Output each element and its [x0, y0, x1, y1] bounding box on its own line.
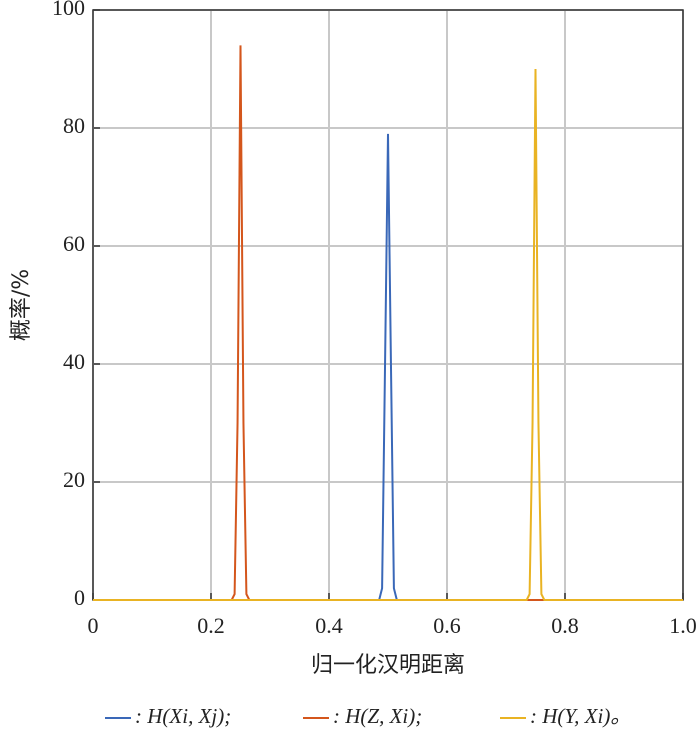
x-axis-label: 归一化汉明距离 [311, 653, 465, 678]
line-series [93, 68, 683, 601]
y-tick-label: 100 [52, 0, 85, 20]
y-tick-label: 40 [63, 349, 85, 374]
y-axis-label: 概率/% [9, 269, 34, 341]
x-tick-label: 0.2 [197, 613, 225, 638]
y-tick-label: 80 [63, 113, 85, 138]
plot-frame [92, 9, 684, 601]
y-tick-label: 0 [74, 585, 85, 610]
y-tick-label: 20 [63, 467, 85, 492]
x-tick-label: 0 [88, 613, 99, 638]
y-tick-label: 60 [63, 231, 85, 256]
x-tick-label: 1.0 [669, 613, 697, 638]
line-series [93, 133, 683, 601]
legend-label: : H(Xi, Xj); [135, 704, 231, 728]
x-tick-label: 0.8 [551, 613, 579, 638]
x-tick-label: 0.4 [315, 613, 343, 638]
legend-label: : H(Z, Xi); [333, 704, 422, 728]
x-tick-label: 0.6 [433, 613, 461, 638]
legend-label: : H(Y, Xi)。 [530, 704, 631, 728]
